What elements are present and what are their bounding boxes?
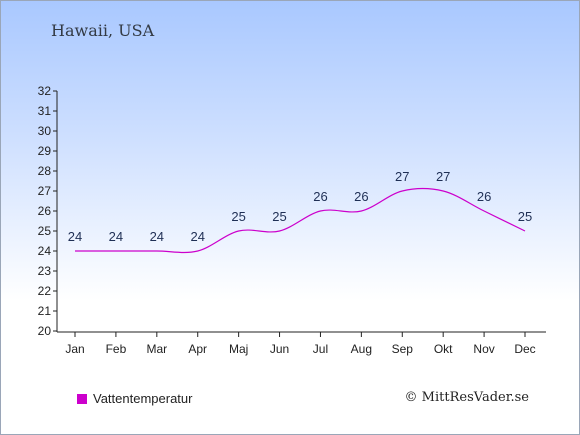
data-label: 24	[68, 229, 82, 244]
x-tick-label: Sep	[392, 342, 414, 356]
series-line	[74, 187, 526, 254]
y-tick-label: 28	[38, 164, 52, 178]
x-tick-label: Jul	[313, 342, 328, 356]
y-tick-label: 22	[38, 284, 52, 298]
data-label: 24	[190, 229, 204, 244]
x-tick-label: Jun	[270, 342, 289, 356]
x-tick-label: Feb	[106, 342, 127, 356]
chart-title: Hawaii, USA	[51, 21, 155, 40]
legend: Vattentemperatur	[77, 391, 192, 406]
legend-swatch	[77, 393, 87, 404]
y-tick-label: 32	[38, 84, 52, 98]
y-tick-label: 29	[38, 144, 52, 158]
data-label: 27	[436, 169, 450, 184]
data-label: 26	[354, 189, 368, 204]
y-tick-label: 26	[38, 204, 52, 218]
y-tick-label: 20	[38, 324, 52, 338]
x-tick-label: Okt	[434, 342, 453, 356]
x-tick-label: Dec	[514, 342, 535, 356]
legend-label: Vattentemperatur	[93, 391, 193, 406]
y-tick-label: 27	[38, 184, 52, 198]
y-tick-label: 31	[38, 104, 52, 118]
data-label: 24	[150, 229, 164, 244]
data-label: 26	[477, 189, 491, 204]
x-tick-label: Jan	[65, 342, 84, 356]
data-label: 26	[313, 189, 327, 204]
data-label: 25	[518, 209, 532, 224]
x-tick-label: Nov	[473, 342, 494, 356]
y-tick-label: 23	[38, 264, 52, 278]
data-label: 25	[231, 209, 245, 224]
data-label: 27	[395, 169, 409, 184]
x-tick-label: Maj	[229, 342, 248, 356]
x-tick-label: Aug	[351, 342, 372, 356]
x-tick-label: Mar	[146, 342, 167, 356]
site-credit: © MittResVader.se	[404, 390, 529, 405]
y-tick-label: 30	[38, 124, 52, 138]
data-label: 25	[272, 209, 286, 224]
data-label: 24	[109, 229, 123, 244]
y-tick-label: 21	[38, 304, 52, 318]
y-tick-label: 25	[38, 224, 52, 238]
x-tick-label: Apr	[188, 342, 207, 356]
y-tick-label: 24	[38, 244, 52, 258]
